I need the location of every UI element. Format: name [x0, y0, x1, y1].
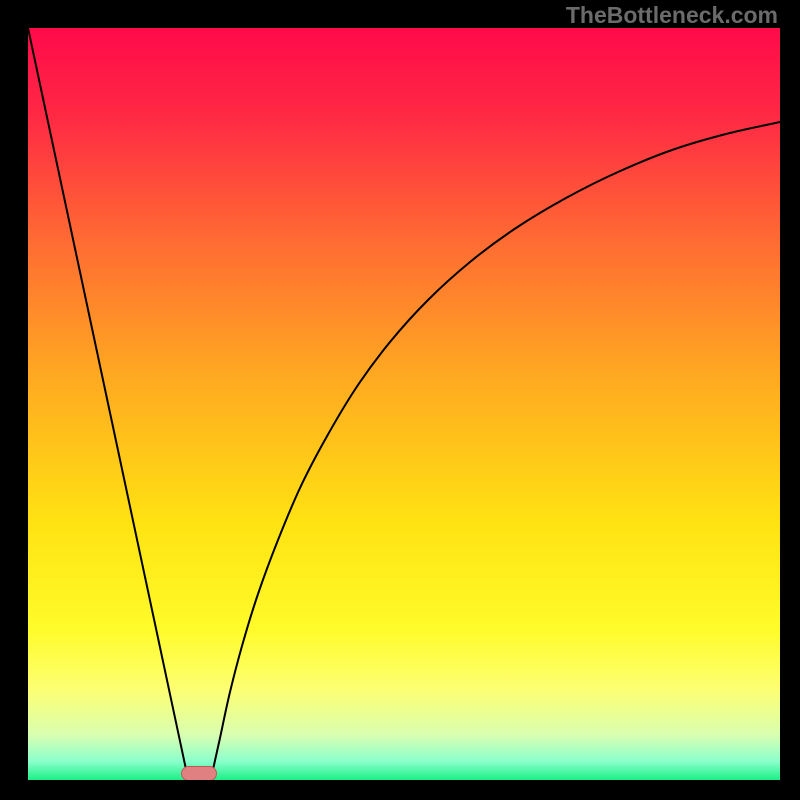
- frame-right: [780, 0, 800, 800]
- frame-bottom: [0, 780, 800, 800]
- curve-layer: [28, 28, 780, 780]
- chart-container: TheBottleneck.com: [0, 0, 800, 800]
- frame-left: [0, 0, 28, 800]
- optimum-marker: [181, 766, 217, 781]
- bottleneck-curve-right: [212, 122, 780, 774]
- watermark-text: TheBottleneck.com: [566, 2, 778, 29]
- plot-area: [28, 28, 780, 780]
- bottleneck-curve-left: [28, 28, 187, 774]
